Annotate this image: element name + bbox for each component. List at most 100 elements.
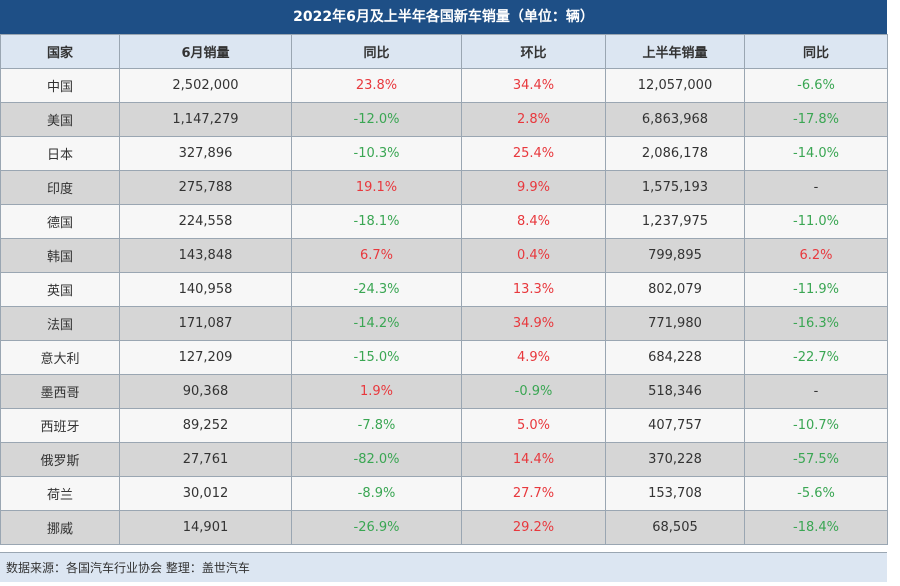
table-row: 俄罗斯 27,761 -82.0% 14.4% 370,228 -57.5% — [0, 442, 888, 477]
cell-yoy: 1.9% — [291, 374, 462, 409]
cell-june-sales: 89,252 — [119, 408, 292, 443]
cell-june-sales: 327,896 — [119, 136, 292, 171]
cell-h1-yoy: -18.4% — [744, 510, 888, 545]
cell-mom: 14.4% — [461, 442, 606, 477]
cell-country: 美国 — [0, 102, 120, 137]
cell-june-sales: 275,788 — [119, 170, 292, 205]
cell-h1-sales: 2,086,178 — [605, 136, 745, 171]
cell-june-sales: 224,558 — [119, 204, 292, 239]
cell-country: 英国 — [0, 272, 120, 307]
cell-country: 中国 — [0, 68, 120, 103]
header-mom: 环比 — [461, 34, 606, 69]
cell-h1-yoy: -5.6% — [744, 476, 888, 511]
cell-h1-yoy: -17.8% — [744, 102, 888, 137]
header-yoy: 同比 — [291, 34, 462, 69]
cell-country: 意大利 — [0, 340, 120, 375]
cell-june-sales: 140,958 — [119, 272, 292, 307]
cell-mom: -0.9% — [461, 374, 606, 409]
cell-mom: 29.2% — [461, 510, 606, 545]
cell-mom: 8.4% — [461, 204, 606, 239]
cell-mom: 4.9% — [461, 340, 606, 375]
cell-h1-sales: 1,575,193 — [605, 170, 745, 205]
cell-h1-yoy: -57.5% — [744, 442, 888, 477]
table-row: 中国 2,502,000 23.8% 34.4% 12,057,000 -6.6% — [0, 68, 888, 103]
cell-mom: 34.9% — [461, 306, 606, 341]
table-row: 美国 1,147,279 -12.0% 2.8% 6,863,968 -17.8% — [0, 102, 888, 137]
cell-country: 德国 — [0, 204, 120, 239]
cell-mom: 5.0% — [461, 408, 606, 443]
cell-june-sales: 1,147,279 — [119, 102, 292, 137]
header-june-sales: 6月销量 — [119, 34, 292, 69]
table-row: 意大利 127,209 -15.0% 4.9% 684,228 -22.7% — [0, 340, 888, 375]
cell-h1-sales: 12,057,000 — [605, 68, 745, 103]
cell-mom: 2.8% — [461, 102, 606, 137]
cell-yoy: -10.3% — [291, 136, 462, 171]
table-row: 印度 275,788 19.1% 9.9% 1,575,193- — [0, 170, 888, 205]
cell-mom: 27.7% — [461, 476, 606, 511]
cell-h1-sales: 370,228 — [605, 442, 745, 477]
cell-country: 墨西哥 — [0, 374, 120, 409]
table-row: 德国 224,558 -18.1% 8.4% 1,237,975 -11.0% — [0, 204, 888, 239]
cell-yoy: -24.3% — [291, 272, 462, 307]
header-h1-sales: 上半年销量 — [605, 34, 745, 69]
cell-yoy: -82.0% — [291, 442, 462, 477]
cell-h1-sales: 407,757 — [605, 408, 745, 443]
cell-yoy: -8.9% — [291, 476, 462, 511]
cell-yoy: 23.8% — [291, 68, 462, 103]
header-h1-yoy: 同比 — [744, 34, 888, 69]
cell-june-sales: 143,848 — [119, 238, 292, 273]
cell-country: 荷兰 — [0, 476, 120, 511]
cell-country: 俄罗斯 — [0, 442, 120, 477]
cell-h1-sales: 1,237,975 — [605, 204, 745, 239]
cell-june-sales: 30,012 — [119, 476, 292, 511]
cell-june-sales: 171,087 — [119, 306, 292, 341]
cell-country: 印度 — [0, 170, 120, 205]
table-title: 2022年6月及上半年各国新车销量（单位：辆） — [0, 0, 887, 34]
cell-h1-yoy: - — [744, 374, 888, 409]
cell-yoy: -26.9% — [291, 510, 462, 545]
cell-h1-yoy: -11.0% — [744, 204, 888, 239]
cell-h1-yoy: - — [744, 170, 888, 205]
cell-h1-sales: 684,228 — [605, 340, 745, 375]
cell-june-sales: 14,901 — [119, 510, 292, 545]
cell-h1-sales: 153,708 — [605, 476, 745, 511]
cell-june-sales: 27,761 — [119, 442, 292, 477]
table-row: 墨西哥 90,368 1.9% -0.9% 518,346- — [0, 374, 888, 409]
cell-country: 韩国 — [0, 238, 120, 273]
cell-june-sales: 90,368 — [119, 374, 292, 409]
cell-h1-yoy: -6.6% — [744, 68, 888, 103]
cell-h1-sales: 68,505 — [605, 510, 745, 545]
table-header-row: 国家 6月销量 同比 环比 上半年销量 同比 — [0, 34, 888, 69]
cell-h1-sales: 799,895 — [605, 238, 745, 273]
cell-yoy: -15.0% — [291, 340, 462, 375]
cell-mom: 13.3% — [461, 272, 606, 307]
sales-table: 国家 6月销量 同比 环比 上半年销量 同比 中国 2,502,000 23.8% 3… — [0, 34, 888, 545]
cell-h1-yoy: -10.7% — [744, 408, 888, 443]
header-country: 国家 — [0, 34, 120, 69]
cell-mom: 0.4% — [461, 238, 606, 273]
table-row: 英国 140,958 -24.3% 13.3% 802,079 -11.9% — [0, 272, 888, 307]
table-body: 中国 2,502,000 23.8% 34.4% 12,057,000 -6.6% 美国 1,… — [0, 68, 888, 545]
cell-mom: 34.4% — [461, 68, 606, 103]
cell-h1-sales: 771,980 — [605, 306, 745, 341]
table-row: 日本 327,896 -10.3% 25.4% 2,086,178 -14.0% — [0, 136, 888, 171]
cell-june-sales: 127,209 — [119, 340, 292, 375]
table-row: 挪威 14,901 -26.9% 29.2% 68,505 -18.4% — [0, 510, 888, 545]
cell-country: 法国 — [0, 306, 120, 341]
table-row: 荷兰 30,012 -8.9% 27.7% 153,708 -5.6% — [0, 476, 888, 511]
cell-yoy: -12.0% — [291, 102, 462, 137]
cell-h1-yoy: -16.3% — [744, 306, 888, 341]
cell-h1-yoy: -22.7% — [744, 340, 888, 375]
cell-yoy: -18.1% — [291, 204, 462, 239]
table-row: 韩国 143,848 6.7% 0.4% 799,895 6.2% — [0, 238, 888, 273]
cell-country: 西班牙 — [0, 408, 120, 443]
cell-yoy: -7.8% — [291, 408, 462, 443]
cell-h1-sales: 802,079 — [605, 272, 745, 307]
cell-yoy: 19.1% — [291, 170, 462, 205]
cell-h1-yoy: -11.9% — [744, 272, 888, 307]
cell-june-sales: 2,502,000 — [119, 68, 292, 103]
cell-mom: 9.9% — [461, 170, 606, 205]
cell-country: 挪威 — [0, 510, 120, 545]
table-row: 法国 171,087 -14.2% 34.9% 771,980 -16.3% — [0, 306, 888, 341]
